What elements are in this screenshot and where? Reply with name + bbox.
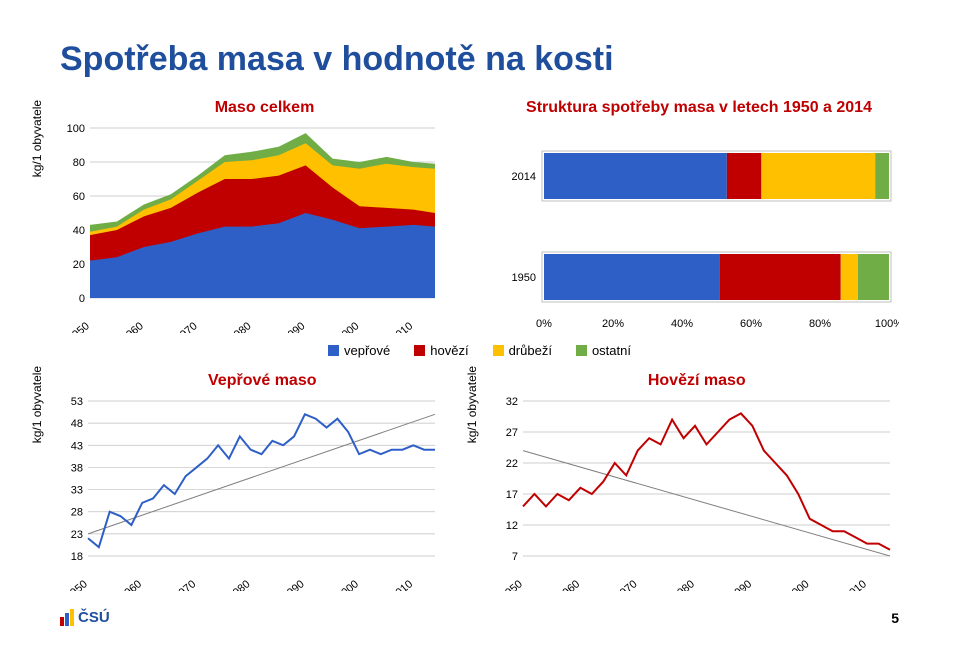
svg-text:1950: 1950	[65, 320, 91, 333]
svg-text:1970: 1970	[172, 578, 198, 591]
svg-text:2000: 2000	[785, 578, 811, 591]
struct-chart-title: Struktura spotřeby masa v letech 1950 a …	[499, 99, 899, 117]
hovezi-chart-ylabel: kg/1 obyvatele	[465, 365, 479, 442]
svg-text:80%: 80%	[809, 318, 831, 330]
area-chart-svg: 0 20 40 60 80 100 1950 1960 1970 1980 1990 2000 2010	[60, 123, 440, 333]
svg-text:1980: 1980	[226, 578, 252, 591]
svg-text:100: 100	[67, 123, 85, 135]
svg-text:40: 40	[73, 225, 85, 237]
veprove-chart-title: Vepřové maso	[60, 372, 465, 390]
svg-text:1960: 1960	[555, 578, 581, 591]
svg-text:7: 7	[511, 551, 517, 563]
svg-text:38: 38	[71, 462, 83, 474]
legend-item: vepřové	[328, 343, 390, 358]
hovezi-chart-cell: Hovězí maso kg/1 obyvatele 7121722273219…	[495, 372, 900, 591]
svg-text:2010: 2010	[389, 320, 415, 333]
struct-chart-cell: Struktura spotřeby masa v letech 1950 a …	[499, 99, 899, 333]
svg-text:48: 48	[71, 418, 83, 430]
svg-text:23: 23	[71, 529, 83, 541]
svg-text:20: 20	[73, 259, 85, 271]
svg-text:0%: 0%	[536, 318, 552, 330]
area-chart-cell: Maso celkem kg/1 obyvatele 0204060801001…	[60, 99, 469, 333]
svg-text:1990: 1990	[280, 578, 306, 591]
svg-text:22: 22	[505, 458, 517, 470]
logo-bars-icon	[60, 609, 74, 626]
svg-text:60%: 60%	[740, 318, 762, 330]
area-chart-ylabel: kg/1 obyvatele	[30, 100, 44, 177]
legend-label: hovězí	[430, 343, 468, 358]
logo: ČSÚ	[60, 609, 110, 626]
legend-label: vepřové	[344, 343, 390, 358]
svg-text:18: 18	[71, 551, 83, 563]
svg-text:2010: 2010	[842, 578, 868, 591]
svg-text:43: 43	[71, 440, 83, 452]
svg-text:12: 12	[505, 520, 517, 532]
legend-swatch-icon	[493, 345, 504, 356]
footer: ČSÚ 5	[60, 609, 899, 626]
logo-text: ČSÚ	[78, 609, 110, 626]
svg-text:33: 33	[71, 485, 83, 497]
svg-text:1960: 1960	[118, 578, 144, 591]
svg-text:2000: 2000	[335, 578, 361, 591]
svg-text:1980: 1980	[227, 320, 253, 333]
legend-label: ostatní	[592, 343, 631, 358]
svg-text:1990: 1990	[727, 578, 753, 591]
svg-text:1960: 1960	[119, 320, 145, 333]
svg-text:1970: 1970	[613, 578, 639, 591]
svg-text:2014: 2014	[512, 171, 536, 183]
svg-text:1950: 1950	[512, 272, 536, 284]
svg-text:0: 0	[79, 293, 85, 305]
svg-text:80: 80	[73, 157, 85, 169]
hovezi-chart-title: Hovězí maso	[495, 372, 900, 390]
veprove-chart-ylabel: kg/1 obyvatele	[30, 365, 44, 442]
svg-text:20%: 20%	[602, 318, 624, 330]
svg-text:27: 27	[505, 427, 517, 439]
legend-item: drůbeží	[493, 343, 552, 358]
svg-text:2010: 2010	[389, 578, 415, 591]
svg-text:40%: 40%	[671, 318, 693, 330]
veprove-chart-cell: Vepřové maso kg/1 obyvatele 182328333843…	[60, 372, 465, 591]
slide-title: Spotřeba masa v hodnotě na kosti	[60, 40, 899, 79]
svg-text:1990: 1990	[281, 320, 307, 333]
svg-text:60: 60	[73, 191, 85, 203]
struct-chart-svg: 2014 1950 0% 20% 40% 60% 80% 100%	[499, 123, 899, 333]
legend-item: ostatní	[576, 343, 631, 358]
legend-swatch-icon	[576, 345, 587, 356]
svg-text:1970: 1970	[173, 320, 199, 333]
page-number: 5	[891, 610, 899, 626]
svg-text:53: 53	[71, 396, 83, 408]
legend-label: drůbeží	[509, 343, 552, 358]
legend-swatch-icon	[328, 345, 339, 356]
svg-text:100%: 100%	[875, 318, 899, 330]
svg-text:1950: 1950	[498, 578, 524, 591]
svg-text:17: 17	[505, 489, 517, 501]
hovezi-chart-svg: 7 12 17 22 27 32 1950 1960 1970 1980 1990 2000 2010	[495, 396, 895, 591]
svg-text:32: 32	[505, 396, 517, 408]
svg-text:28: 28	[71, 507, 83, 519]
svg-text:2000: 2000	[335, 320, 361, 333]
svg-text:1980: 1980	[670, 578, 696, 591]
legend: vepřové hovězí drůbeží ostatní	[60, 343, 899, 358]
legend-item: hovězí	[414, 343, 468, 358]
legend-swatch-icon	[414, 345, 425, 356]
area-chart-title: Maso celkem	[60, 99, 469, 117]
svg-text:1950: 1950	[63, 578, 89, 591]
veprove-chart-svg: 18 23 28 33 38 43 48 53 1950 1960 1970 1980 1990 2000…	[60, 396, 440, 591]
